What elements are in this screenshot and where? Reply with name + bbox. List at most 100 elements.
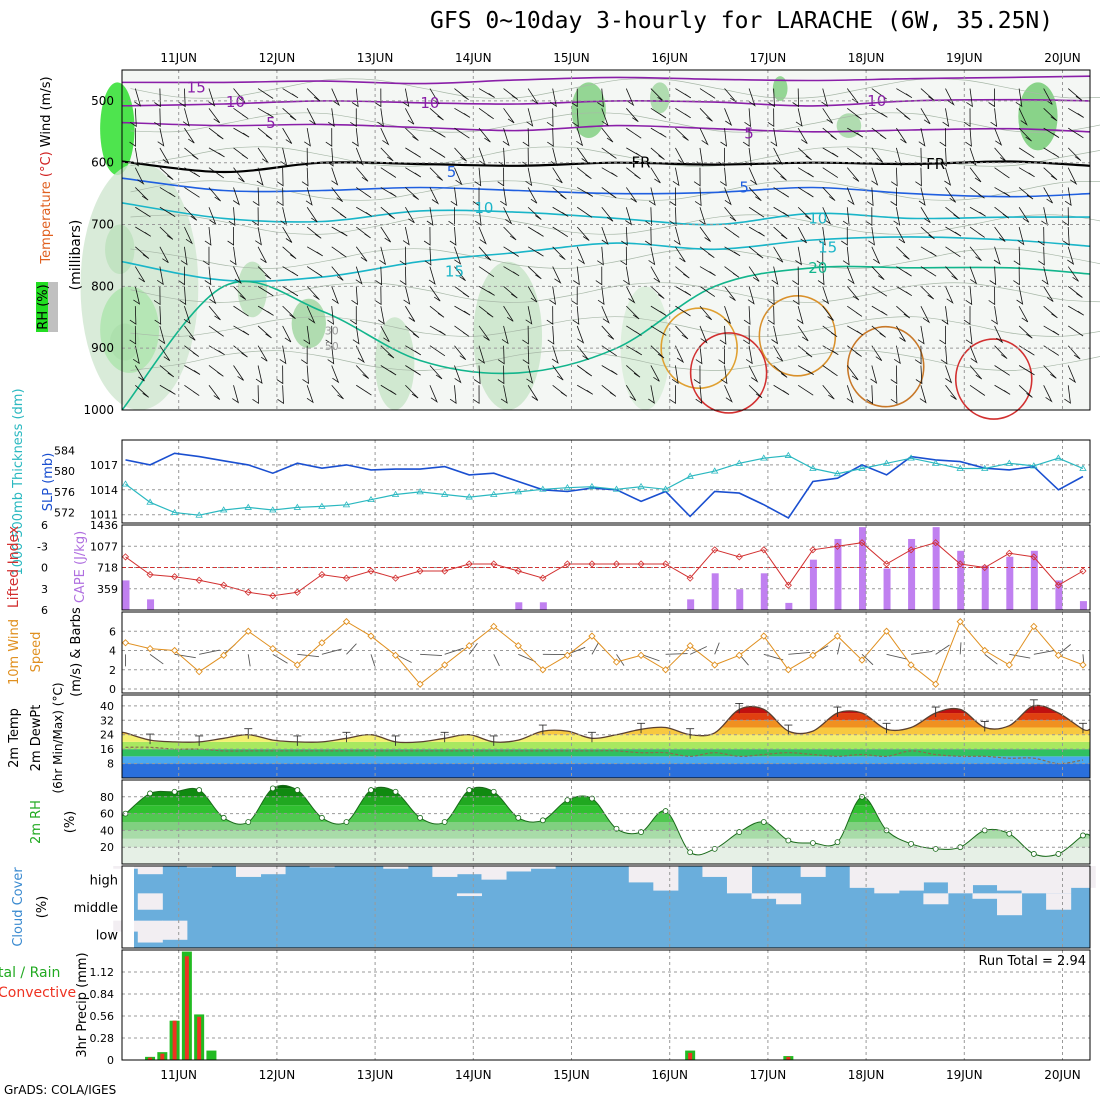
rh-bands bbox=[122, 785, 1090, 864]
li-marker bbox=[416, 567, 424, 575]
wind-barb bbox=[1038, 246, 1045, 266]
cloud-clear-cell bbox=[726, 866, 753, 894]
wind-barb bbox=[601, 384, 617, 397]
rh-marker bbox=[220, 814, 227, 821]
wind-barb bbox=[597, 246, 604, 266]
date-label-bottom: 20JUN bbox=[1044, 1068, 1081, 1082]
wind-barb bbox=[842, 207, 850, 226]
wind-barb bbox=[184, 206, 198, 221]
wind-barb bbox=[306, 207, 318, 223]
wind-barb bbox=[135, 384, 149, 398]
wind-barb bbox=[896, 286, 913, 297]
wind-barb bbox=[159, 345, 171, 362]
wind-barb-10m bbox=[1009, 653, 1031, 659]
wind-barb bbox=[940, 345, 948, 365]
li-marker bbox=[441, 567, 449, 575]
pressure-tick-label: 900 bbox=[91, 341, 114, 355]
wind-barb bbox=[822, 187, 836, 201]
li-marker bbox=[1005, 549, 1013, 557]
wind-barb bbox=[748, 187, 762, 202]
thickness-axis-label: 1000-500mb Thickness (dm) bbox=[11, 388, 26, 575]
pressure-tick-label: 700 bbox=[91, 218, 114, 232]
wind-barb bbox=[847, 345, 862, 357]
li-line bbox=[125, 542, 1084, 597]
wind-barb bbox=[399, 266, 407, 286]
wind-barb bbox=[527, 88, 539, 105]
li-marker bbox=[932, 539, 940, 547]
wind-barb bbox=[675, 88, 692, 99]
li-marker bbox=[514, 567, 522, 575]
li-marker bbox=[195, 576, 203, 584]
wind-barb bbox=[969, 246, 982, 262]
wind-barb bbox=[818, 226, 826, 246]
cape-tick-label: 1077 bbox=[90, 540, 118, 553]
wind-barb bbox=[576, 345, 589, 361]
wind-barb bbox=[822, 345, 839, 356]
wind-barb bbox=[380, 325, 390, 343]
wind-barb bbox=[183, 306, 191, 325]
wind-barb bbox=[699, 88, 716, 99]
wind-barb bbox=[768, 88, 775, 108]
li-marker bbox=[244, 588, 252, 596]
wind-barb bbox=[576, 325, 585, 344]
date-label-top: 13JUN bbox=[357, 51, 394, 65]
wind-barb bbox=[282, 88, 299, 99]
wind-barb bbox=[969, 384, 986, 396]
wind-barb bbox=[159, 147, 170, 164]
wind-barb bbox=[748, 88, 756, 107]
rh-marker bbox=[539, 817, 546, 824]
rh-marker bbox=[269, 785, 276, 792]
wind-barb bbox=[797, 187, 814, 198]
wind-barb bbox=[675, 325, 689, 340]
wind-barb bbox=[595, 266, 603, 286]
wind-barb bbox=[994, 147, 1007, 162]
wind-axis-label-2-text: Speed bbox=[29, 632, 44, 673]
wind-barb bbox=[233, 88, 246, 103]
li-marker bbox=[367, 567, 375, 575]
temp-band bbox=[122, 763, 1090, 778]
wind-barb bbox=[233, 365, 244, 381]
wind-barb bbox=[675, 286, 692, 296]
date-label-top: 19JUN bbox=[946, 51, 983, 65]
wind-barb bbox=[478, 108, 494, 120]
thickness-marker bbox=[858, 464, 866, 471]
wind-barb bbox=[331, 266, 344, 281]
wind-barb bbox=[454, 286, 470, 298]
wind-barb-10m bbox=[272, 653, 288, 664]
wind-barb bbox=[625, 187, 638, 203]
wind-barb bbox=[625, 385, 637, 401]
thickness-marker bbox=[514, 488, 523, 495]
contour-label: 15 bbox=[818, 238, 837, 256]
wind-barb bbox=[1018, 187, 1034, 200]
wind-barb bbox=[208, 187, 222, 202]
wind-barb bbox=[797, 127, 808, 144]
minmax-bar bbox=[538, 724, 547, 736]
wind-barb bbox=[233, 167, 245, 183]
pressure-tick-label: 600 bbox=[91, 156, 114, 170]
wind-barb bbox=[426, 207, 434, 226]
wind-barb bbox=[1067, 147, 1082, 161]
wind-barb bbox=[405, 325, 420, 339]
wind-barb bbox=[771, 266, 779, 285]
thickness-marker bbox=[490, 490, 498, 497]
wind-barb bbox=[576, 365, 593, 377]
wind-barb bbox=[159, 226, 174, 240]
li-marker bbox=[1030, 553, 1038, 561]
wind-barb bbox=[280, 147, 288, 167]
wind-barb bbox=[474, 167, 482, 187]
temp-axis-label-3: (6hr Min/Max) (°C) bbox=[51, 682, 65, 793]
precip-tick-label: 0.28 bbox=[90, 1032, 115, 1045]
temp-axis-label-3-text: (6hr Min/Max) (°C) bbox=[51, 682, 65, 793]
wind-barb bbox=[474, 207, 482, 226]
rh-contour bbox=[130, 350, 1100, 371]
wind-barb bbox=[797, 167, 814, 178]
wind-barb bbox=[1018, 108, 1028, 126]
wind-barb bbox=[134, 365, 145, 382]
rh-contour bbox=[130, 180, 1100, 201]
wind-barb bbox=[896, 226, 906, 244]
wind-barb bbox=[233, 147, 249, 160]
wind-barb bbox=[552, 266, 562, 284]
cape-axis-label-text: CAPE (J/kg) bbox=[73, 531, 88, 603]
date-label-bottom: 14JUN bbox=[455, 1068, 492, 1082]
li-tick-label: 3 bbox=[41, 583, 48, 596]
